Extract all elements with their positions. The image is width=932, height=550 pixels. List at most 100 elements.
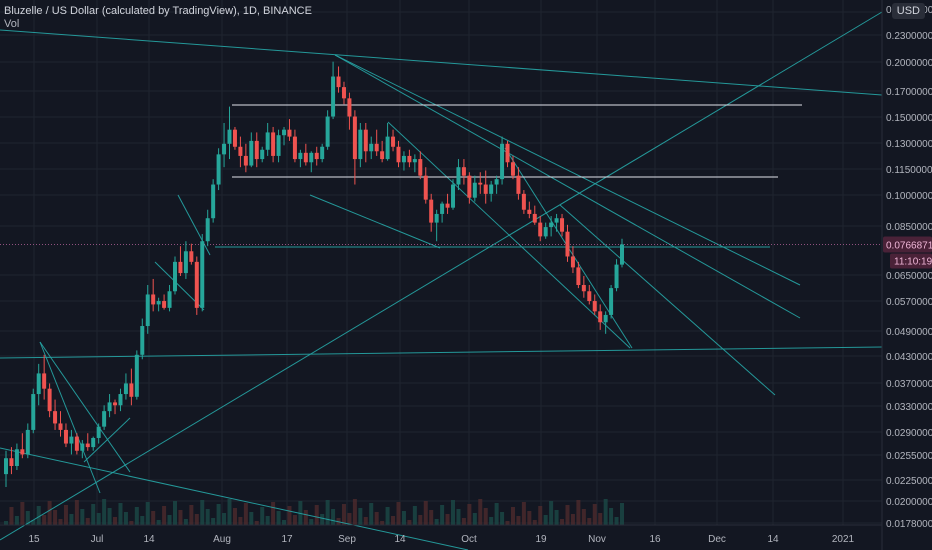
candle-body	[309, 152, 314, 163]
volume-bar	[603, 499, 608, 525]
volume-bar	[391, 516, 396, 525]
candle-body	[609, 288, 614, 315]
candle-body	[478, 182, 483, 185]
candle-body	[456, 167, 461, 185]
candle-body	[238, 146, 243, 156]
volume-bar	[325, 500, 330, 525]
volume-bar	[287, 506, 292, 525]
volume-bar	[254, 521, 259, 525]
volume-bar	[249, 512, 254, 525]
volume-bar	[216, 504, 221, 525]
volume-bar	[260, 507, 265, 525]
volume-bar	[20, 502, 25, 525]
volume-bar	[25, 511, 30, 525]
currency-badge[interactable]: USD	[891, 3, 925, 19]
candle-body	[249, 140, 254, 166]
candle-body	[9, 458, 14, 467]
volume-bar	[418, 515, 423, 525]
volume-bar	[505, 521, 510, 525]
volume-bar	[461, 518, 466, 525]
volume-bar	[265, 516, 270, 525]
candle-body	[412, 159, 417, 163]
candle-body	[200, 241, 205, 308]
volume-bar	[478, 499, 483, 525]
volume-bar	[467, 504, 472, 525]
volume-bar	[565, 505, 570, 525]
candle-body	[363, 129, 368, 152]
trend-line	[0, 29, 883, 96]
volume-bar	[401, 511, 406, 525]
candle-body	[451, 184, 456, 208]
candle-body	[396, 146, 401, 163]
candle-body	[483, 184, 488, 194]
volume-bar	[445, 514, 450, 525]
volume-bar	[407, 520, 412, 525]
volume-bar	[58, 519, 63, 525]
candle-body	[467, 175, 472, 198]
candle-body	[560, 218, 565, 232]
volume-bar	[69, 514, 74, 525]
candle-body	[521, 193, 526, 210]
candle-body	[614, 264, 619, 289]
candle-body	[118, 394, 123, 406]
chart-legend: Bluzelle / US Dollar (calculated by Trad…	[4, 5, 312, 31]
volume-bar	[292, 515, 297, 525]
trend-line	[0, 346, 883, 359]
volume-bar	[358, 508, 363, 525]
candle-body	[461, 167, 466, 176]
candle-body	[58, 423, 63, 430]
candle-body	[276, 135, 281, 156]
candle-body	[336, 76, 341, 88]
candle-body	[598, 311, 603, 323]
volume-bar	[96, 513, 101, 525]
time-tick-label: Nov	[588, 534, 606, 545]
volume-bar	[145, 502, 150, 525]
trend-line	[83, 417, 131, 463]
volume-bar	[200, 500, 205, 525]
candle-body	[63, 429, 68, 444]
trend-line	[39, 341, 131, 473]
countdown-label: 11:10:19	[894, 256, 932, 267]
volume-bar	[489, 517, 494, 525]
candle-body	[352, 116, 357, 160]
candle-body	[445, 203, 450, 208]
volume-bar	[183, 519, 188, 525]
volume-bar	[434, 519, 439, 525]
candle-body	[85, 443, 90, 448]
candle-body	[592, 301, 597, 312]
volume-bar	[543, 515, 548, 525]
candle-body	[581, 285, 586, 292]
candle-body	[543, 227, 548, 237]
volume-bar	[178, 510, 183, 525]
volume-bar	[396, 502, 401, 525]
time-tick-label: Aug	[213, 534, 231, 545]
candle-body	[532, 213, 537, 223]
volume-bar	[352, 499, 357, 525]
volume-bar	[31, 520, 36, 525]
time-tick-label: 14	[767, 534, 779, 545]
volume-bar	[609, 508, 614, 525]
candle-body	[516, 175, 521, 194]
candle-body	[401, 155, 406, 163]
volume-bar	[80, 509, 85, 525]
volume-bar	[363, 517, 368, 525]
candle-body	[194, 261, 199, 308]
volume-bar	[587, 518, 592, 525]
candle-body	[358, 129, 363, 160]
candle-body	[423, 175, 428, 200]
candle-body	[107, 402, 112, 412]
candle-body	[292, 136, 297, 160]
time-tick-label: 16	[649, 534, 661, 545]
candle-body	[418, 159, 423, 176]
volume-indicator-label[interactable]: Vol	[4, 18, 20, 30]
candle-body	[391, 136, 396, 147]
